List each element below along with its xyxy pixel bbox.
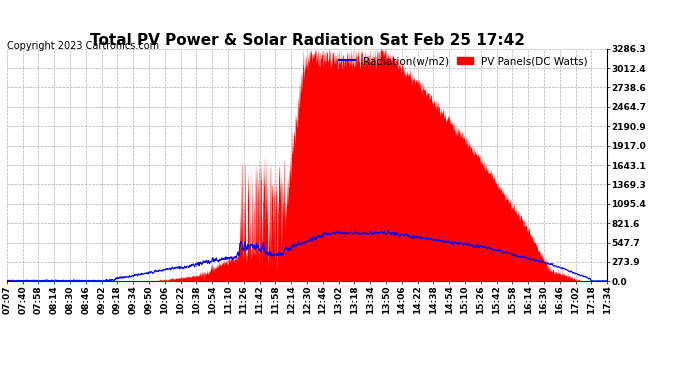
Legend: Radiation(w/m2), PV Panels(DC Watts): Radiation(w/m2), PV Panels(DC Watts): [337, 54, 590, 68]
Title: Total PV Power & Solar Radiation Sat Feb 25 17:42: Total PV Power & Solar Radiation Sat Feb…: [90, 33, 524, 48]
Text: Copyright 2023 Cartronics.com: Copyright 2023 Cartronics.com: [7, 41, 159, 51]
